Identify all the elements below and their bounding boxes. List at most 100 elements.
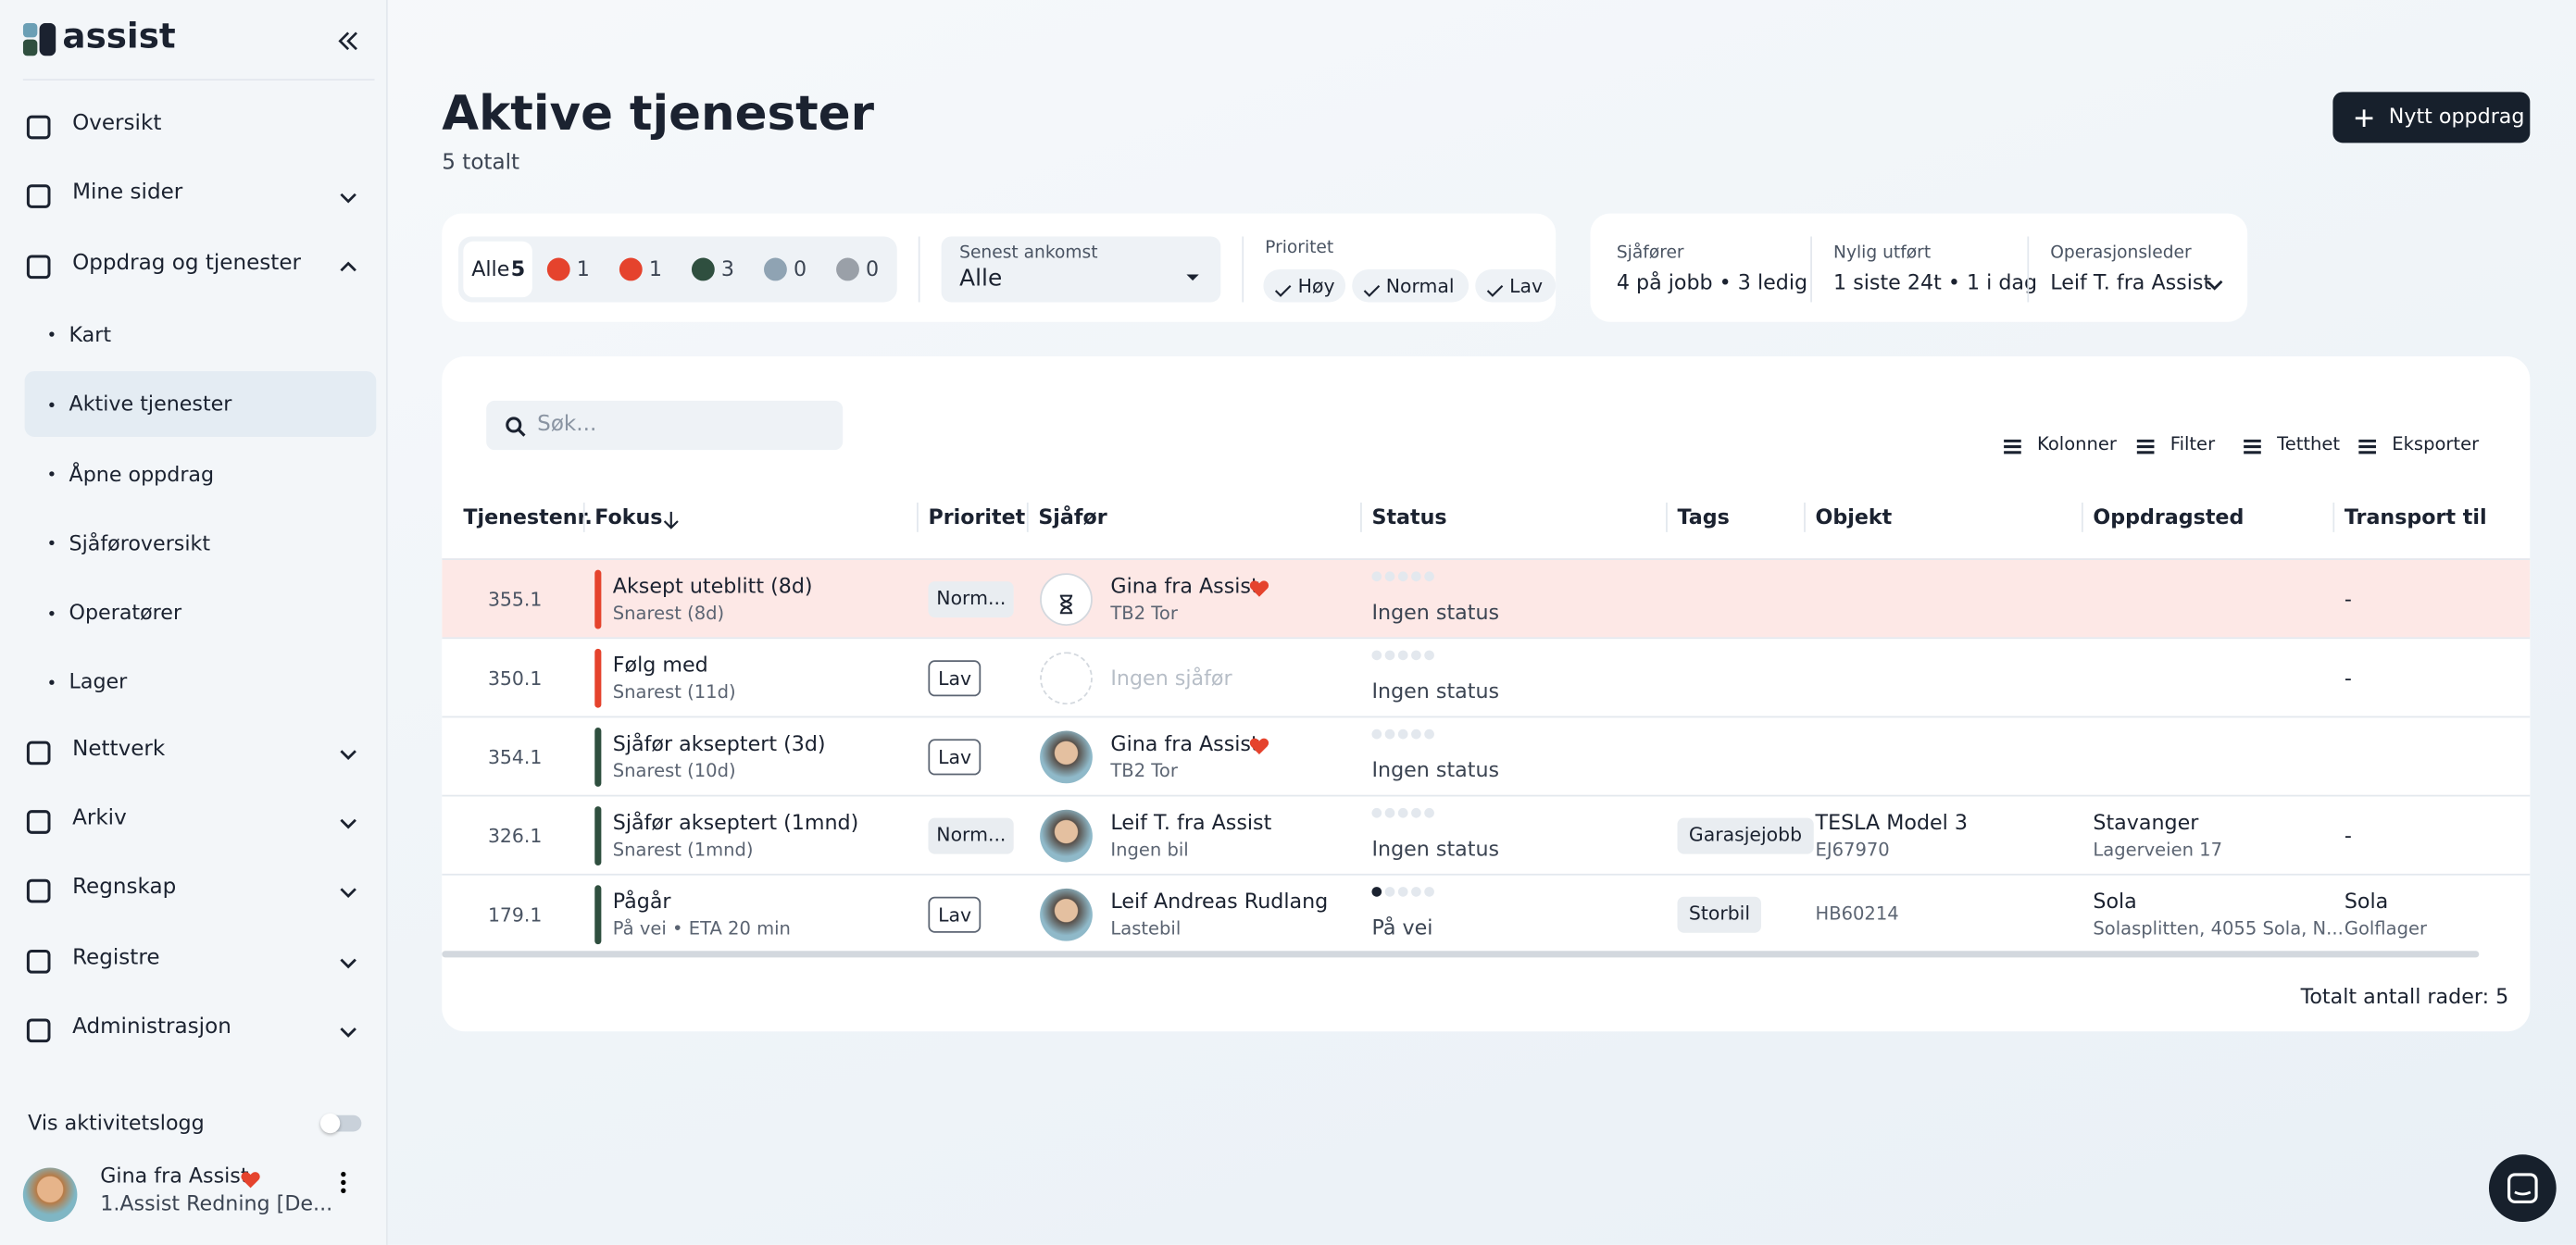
new-button[interactable]: Nytt oppdrag — [2332, 92, 2531, 143]
count-dot — [836, 257, 859, 281]
service-number: 326.1 — [487, 824, 543, 848]
count-value[interactable]: 0 — [866, 255, 880, 281]
nav-item[interactable]: Arkiv — [72, 806, 127, 831]
count-value[interactable]: 3 — [720, 255, 734, 281]
logo-icon — [22, 22, 56, 56]
toolbar-button[interactable]: Tetthet — [2277, 433, 2341, 455]
focus: Sjåfør akseptert (1mnd) — [612, 809, 859, 835]
focus-bar — [594, 806, 602, 866]
toggle[interactable] — [319, 1113, 362, 1134]
status: På vei — [1371, 915, 1433, 940]
status-dot — [1397, 887, 1408, 897]
place-sub: Solasplitten, 4055 Sola, N... — [2093, 917, 2344, 940]
bullet — [49, 679, 55, 685]
nav-item[interactable]: Oppdrag og tjenester — [72, 250, 302, 276]
table-row[interactable]: 355.1 Aksept uteblitt (8d) Snarest (8d) Nor… — [442, 558, 2531, 638]
priority-chip[interactable]: Normal — [1351, 268, 1469, 303]
status-dot — [1397, 650, 1408, 661]
nav-item[interactable]: Registre — [72, 945, 160, 970]
chevron-icon — [337, 1018, 360, 1041]
nav-icon — [25, 808, 53, 836]
driver-sub: Lastebil — [1110, 917, 1182, 940]
status-dot — [1411, 728, 1421, 740]
bullet — [49, 332, 55, 338]
priority-label: Prioritet — [1265, 238, 1334, 258]
priority-chip: Lav — [928, 739, 982, 776]
status-dot — [1397, 728, 1408, 740]
sort-select[interactable]: Senest ankomst Alle — [941, 236, 1221, 303]
nav-item[interactable]: Nettverk — [72, 737, 166, 762]
divider — [918, 236, 920, 303]
transport-sub: Golflager — [2344, 917, 2428, 940]
status-dot — [1371, 807, 1382, 818]
column-header[interactable]: Transport til — [2344, 504, 2487, 529]
nav-icon — [25, 253, 53, 280]
toggle-knob — [319, 1113, 341, 1134]
chat-button[interactable] — [2488, 1154, 2557, 1223]
priority-chip[interactable]: Lav — [1474, 268, 1557, 303]
table-card: Søk... Kolonner Filter Tetthet Eksporter Tjen… — [442, 356, 2531, 1032]
column-header[interactable]: Oppdragsted — [2093, 504, 2245, 529]
nav-subitem[interactable]: Åpne oppdrag — [69, 460, 215, 486]
column-header[interactable]: Prioritet — [928, 504, 1026, 529]
status-dot — [1397, 807, 1408, 818]
place: Sola — [2093, 888, 2137, 914]
nav-item[interactable]: Mine sider — [72, 181, 183, 206]
column-header[interactable]: Tags — [1677, 504, 1730, 529]
bullet — [49, 541, 55, 546]
table-row[interactable]: 350.1 Følg med Snarest (11d) Lav Ingen sjåfø… — [442, 637, 2531, 716]
nav-item[interactable]: Regnskap — [72, 876, 177, 901]
status-dot — [1371, 650, 1382, 661]
priority-option: Normal — [1385, 274, 1455, 298]
table-row[interactable]: 326.1 Sjåfør akseptert (1mnd) Snarest (1mn… — [442, 794, 2531, 874]
stat-value: 1 siste 24t • 1 i dag — [1833, 268, 2038, 294]
transport: - — [2344, 822, 2352, 848]
search-box[interactable]: Søk... — [486, 400, 844, 451]
status-dot — [1384, 571, 1395, 582]
focus-bar — [594, 885, 602, 945]
column-header[interactable]: Objekt — [1815, 504, 1893, 529]
priority-chip[interactable]: Høy — [1263, 268, 1345, 303]
toolbar-button[interactable]: Filter — [2170, 433, 2216, 455]
nav-subitem[interactable]: Aktive tjenester — [69, 391, 232, 417]
nav-subitem[interactable]: Lager — [69, 668, 128, 694]
toolbar-button[interactable]: Kolonner — [2037, 433, 2117, 455]
column-header[interactable]: Sjåfør — [1038, 504, 1107, 529]
count-value[interactable]: 1 — [576, 255, 590, 281]
focus-sub: Snarest (1mnd) — [612, 839, 754, 861]
table-row[interactable]: 354.1 Sjåfør akseptert (3d) Snarest (10d) L… — [442, 716, 2531, 795]
nav-icon — [25, 182, 53, 210]
count-all[interactable]: Alle 5 — [463, 241, 532, 298]
stat-value[interactable]: Leif T. fra Assist — [2050, 268, 2212, 294]
focus-bar — [594, 648, 602, 708]
column-header[interactable]: Fokus — [594, 504, 663, 529]
count-value[interactable]: 1 — [648, 255, 662, 281]
service-number: 179.1 — [487, 903, 543, 927]
new-button-label: Nytt oppdrag — [2388, 103, 2525, 129]
nav-icon — [25, 878, 53, 905]
column-header[interactable]: Tjenestenr. — [463, 504, 593, 529]
service-number: 350.1 — [487, 666, 543, 691]
nav-icon — [25, 739, 53, 766]
heart-icon — [240, 1166, 261, 1189]
nav-subitem[interactable]: Kart — [69, 321, 112, 347]
focus: Aksept uteblitt (8d) — [612, 573, 813, 598]
nav-item[interactable]: Oversikt — [72, 111, 162, 137]
driver: Gina fra Assist — [1110, 573, 1259, 598]
driver-none: Ingen sjåfør — [1110, 665, 1232, 691]
nav-subitem[interactable]: Operatører — [69, 599, 182, 625]
count-value[interactable]: 0 — [793, 255, 807, 281]
focus-sub: Snarest (10d) — [612, 760, 736, 782]
activity-log-label: Vis aktivitetslogg — [28, 1110, 205, 1135]
status-dot — [1371, 887, 1382, 897]
table-row[interactable]: 179.1 Pågår På vei • ETA 20 min Lav Leif And… — [442, 873, 2531, 953]
status-dot — [1424, 807, 1434, 818]
transport: - — [2344, 586, 2352, 612]
nav-subitem[interactable]: Sjåføroversikt — [69, 529, 211, 555]
nav-item[interactable]: Administrasjon — [72, 1015, 231, 1040]
logo: assist — [62, 16, 176, 56]
toolbar-button[interactable]: Eksporter — [2392, 433, 2480, 455]
column-header[interactable]: Status — [1371, 504, 1447, 529]
driver-avatar — [1040, 573, 1093, 626]
